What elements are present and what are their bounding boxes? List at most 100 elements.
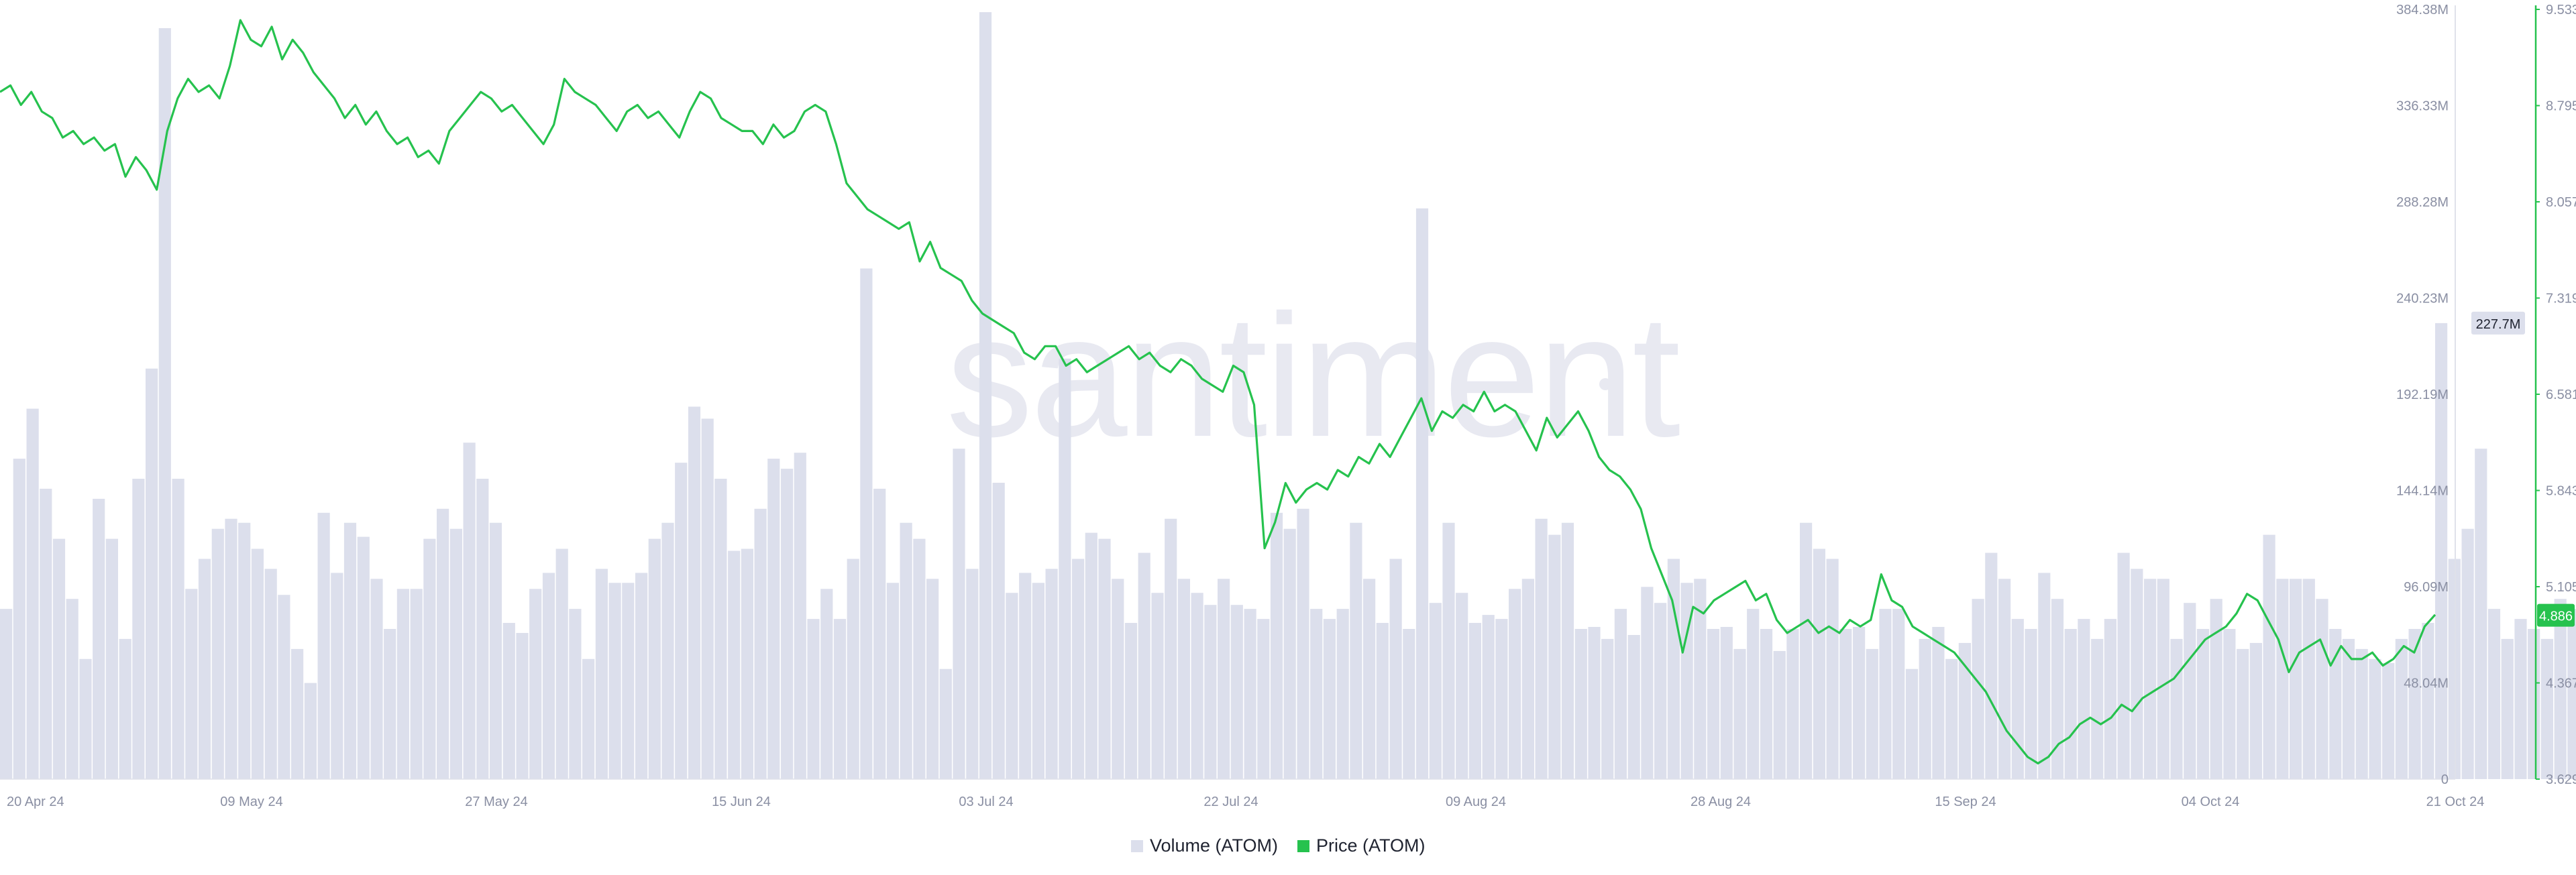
volume-bar bbox=[2395, 638, 2408, 779]
volume-bar bbox=[1218, 579, 1230, 779]
price-line-layer bbox=[0, 19, 2436, 765]
volume-bar bbox=[714, 479, 727, 779]
volume-bar bbox=[463, 443, 476, 779]
volume-bar bbox=[2249, 642, 2262, 779]
price-tick-label: 8.795 bbox=[2546, 99, 2576, 114]
volume-bar bbox=[1654, 603, 1667, 779]
volume-bar bbox=[2329, 629, 2342, 779]
volume-bar bbox=[211, 528, 224, 779]
volume-bar bbox=[1932, 627, 1945, 779]
volume-bar bbox=[2342, 638, 2355, 779]
volume-bar bbox=[2475, 449, 2487, 779]
price-tick-label: 9.533 bbox=[2546, 3, 2576, 17]
volume-bar bbox=[2554, 599, 2567, 779]
volume-bar bbox=[1574, 629, 1587, 779]
volume-bar bbox=[1839, 629, 1852, 779]
volume-bar bbox=[767, 459, 780, 779]
volume-bar bbox=[2276, 579, 2289, 779]
volume-bar bbox=[1601, 638, 1614, 779]
x-tick-label: 15 Jun 24 bbox=[712, 795, 771, 809]
volume-bar bbox=[93, 498, 105, 779]
volume-bar bbox=[1032, 583, 1044, 779]
volume-bar bbox=[1204, 605, 1217, 779]
x-tick-label: 28 Aug 24 bbox=[1690, 795, 1751, 809]
volume-bar bbox=[1892, 609, 1905, 779]
volume-bar bbox=[992, 483, 1005, 779]
volume-bar bbox=[331, 573, 343, 779]
volume-bar bbox=[1059, 358, 1071, 779]
volume-bar bbox=[1085, 532, 1097, 779]
volume-bar bbox=[1363, 579, 1376, 779]
volume-bar bbox=[357, 536, 370, 779]
volume-bar bbox=[396, 589, 409, 779]
volume-bar bbox=[608, 583, 621, 779]
volume-bar bbox=[860, 268, 873, 779]
volume-bar bbox=[1879, 609, 1892, 779]
volume-bar bbox=[1720, 627, 1733, 779]
volume-bar bbox=[1151, 593, 1164, 779]
volume-bar bbox=[1641, 587, 1654, 779]
volume-bar bbox=[873, 488, 886, 779]
volume-bar bbox=[701, 418, 714, 779]
volume-bar bbox=[1310, 609, 1323, 779]
x-tick-label: 03 Jul 24 bbox=[959, 795, 1013, 809]
volume-bar bbox=[781, 469, 794, 779]
volume-bar bbox=[1124, 623, 1138, 779]
volume-bar bbox=[1336, 609, 1349, 779]
x-tick-label: 22 Jul 24 bbox=[1203, 795, 1258, 809]
volume-bar bbox=[1403, 629, 1415, 779]
volume-bar bbox=[542, 573, 555, 779]
x-tick-label: 27 May 24 bbox=[465, 795, 527, 809]
volume-bar bbox=[979, 12, 992, 780]
volume-bar bbox=[1813, 548, 1825, 779]
volume-bar bbox=[225, 518, 237, 779]
volume-bar bbox=[1019, 573, 1032, 779]
volume-bar bbox=[146, 368, 158, 779]
volume-bar bbox=[2316, 599, 2328, 779]
volume-bar bbox=[264, 569, 277, 779]
volume-bar bbox=[502, 623, 515, 779]
volume-bar bbox=[2144, 579, 2157, 779]
volume-bar bbox=[1945, 658, 1958, 779]
volume-bar bbox=[343, 522, 357, 779]
volume-bar bbox=[688, 406, 701, 779]
x-tick-label: 09 May 24 bbox=[220, 795, 282, 809]
volume-bar bbox=[2170, 638, 2183, 779]
volume-bar bbox=[1165, 518, 1177, 779]
price-tick-label: 3.629 bbox=[2546, 772, 2576, 787]
volume-bar bbox=[886, 583, 899, 779]
volume-bar bbox=[2078, 619, 2090, 779]
volume-tick-label: 0 bbox=[2441, 772, 2449, 787]
volume-bar bbox=[2487, 609, 2501, 779]
price-tick-label: 7.319 bbox=[2546, 292, 2576, 306]
volume-bar bbox=[516, 633, 529, 779]
volume-tick-label: 96.09M bbox=[2404, 580, 2449, 595]
volume-bar bbox=[0, 609, 13, 779]
volume-bar bbox=[648, 538, 661, 779]
volume-bar bbox=[291, 648, 304, 779]
volume-bar bbox=[79, 658, 92, 779]
volume-bar bbox=[2540, 638, 2553, 779]
volume-bar bbox=[1177, 579, 1190, 779]
volume-bar bbox=[1853, 627, 1866, 779]
legend-volume-swatch bbox=[1131, 840, 1143, 852]
x-tick-label: 21 Oct 24 bbox=[2426, 795, 2485, 809]
volume-bar bbox=[370, 579, 383, 779]
volume-bar bbox=[1509, 589, 1521, 779]
volume-bar bbox=[1045, 569, 1058, 779]
volume-bar bbox=[1191, 593, 1203, 779]
volume-bar bbox=[2290, 579, 2302, 779]
volume-bar bbox=[1495, 619, 1508, 779]
volume-bar bbox=[1376, 623, 1389, 779]
volume-bar bbox=[847, 559, 859, 779]
price-tick-label: 5.105 bbox=[2546, 580, 2576, 595]
volume-bar bbox=[1733, 648, 1746, 779]
volume-bar bbox=[449, 528, 462, 779]
volume-bar bbox=[1442, 522, 1455, 779]
volume-bar bbox=[278, 595, 290, 779]
volume-bar bbox=[2369, 658, 2381, 779]
price-last-label: 4.886 bbox=[2539, 609, 2573, 624]
volume-bar bbox=[1535, 518, 1548, 779]
volume-bar bbox=[2104, 619, 2116, 779]
